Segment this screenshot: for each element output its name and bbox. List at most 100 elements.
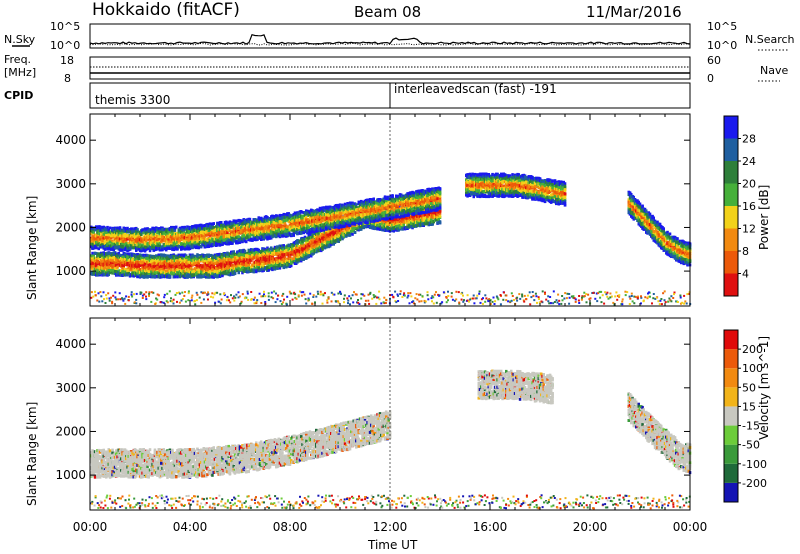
range-cell — [281, 260, 284, 264]
range-cell — [211, 270, 214, 274]
range-cell — [181, 259, 184, 263]
range-cell — [135, 255, 138, 258]
range-cell — [267, 250, 270, 254]
range-cell — [208, 261, 212, 265]
range-cell — [176, 275, 179, 279]
range-cell — [327, 243, 330, 247]
range-cell — [236, 256, 239, 259]
range-cell — [271, 262, 274, 266]
range-cell — [425, 222, 428, 226]
range-cell — [163, 260, 167, 264]
range-cell — [156, 274, 159, 278]
range-cell — [92, 265, 95, 269]
range-cell — [223, 267, 227, 271]
range-cell — [263, 254, 267, 258]
range-cell — [268, 264, 272, 268]
range-cell — [233, 260, 237, 264]
range-cell — [147, 267, 150, 271]
range-cell — [196, 265, 199, 269]
range-cell — [107, 228, 110, 232]
range-cell — [323, 233, 327, 237]
freq-frame — [89, 56, 691, 80]
beam-title: Beam 08 — [354, 3, 421, 21]
range-cell — [251, 254, 254, 258]
range-cell — [200, 272, 203, 276]
range-cell — [186, 259, 189, 263]
range-cell — [215, 259, 218, 263]
range-cell — [173, 256, 177, 260]
range-cell — [92, 254, 95, 258]
range-cell — [203, 267, 207, 271]
range-cell — [238, 249, 242, 253]
range-cell — [241, 271, 244, 275]
range-cell — [306, 255, 309, 259]
range-cell — [405, 220, 408, 224]
range-cell — [201, 253, 204, 257]
range-cell — [191, 256, 194, 260]
range-cell — [100, 245, 103, 249]
range-cell — [318, 248, 322, 252]
range-cell — [330, 236, 333, 240]
range-cell — [303, 235, 307, 239]
range-cell — [100, 243, 103, 247]
range-cell — [330, 238, 333, 242]
range-cell — [311, 247, 314, 251]
range-cell — [105, 236, 108, 240]
range-cell — [430, 221, 433, 225]
range-cell — [390, 220, 393, 224]
range-cell — [286, 262, 289, 266]
range-cell — [100, 259, 103, 263]
range-cell — [115, 229, 118, 233]
range-cell — [340, 228, 343, 232]
range-cell — [321, 245, 324, 249]
range-cell — [216, 260, 219, 264]
range-cell — [193, 267, 197, 271]
range-cell — [271, 263, 274, 267]
range-cell — [276, 253, 279, 257]
range-cell — [90, 255, 93, 259]
range-cell — [101, 234, 104, 238]
range-cell — [276, 258, 279, 262]
range-cell — [122, 255, 125, 259]
range-cell — [130, 256, 133, 260]
range-cell — [105, 228, 108, 232]
range-cell — [107, 266, 110, 270]
range-cell — [196, 254, 199, 258]
range-cell — [243, 267, 247, 271]
range-cell — [385, 228, 388, 232]
range-cell — [95, 269, 98, 273]
range-cell — [228, 258, 232, 262]
range-cell — [211, 261, 214, 265]
range-cell — [201, 270, 204, 274]
range-cell — [277, 250, 280, 254]
range-cell — [91, 251, 94, 255]
range-cell — [313, 243, 317, 247]
range-cell — [110, 268, 113, 272]
range-cell — [268, 255, 272, 259]
range-cell — [173, 271, 177, 275]
range-cell — [90, 229, 93, 233]
range-cell — [178, 255, 182, 259]
range-cell — [308, 254, 312, 258]
range-cell — [183, 274, 187, 278]
range-cell — [112, 256, 115, 260]
range-cell — [430, 223, 433, 226]
range-cell — [115, 263, 118, 267]
range-cell — [392, 229, 395, 233]
range-cell — [308, 246, 312, 250]
range-cell — [287, 243, 290, 247]
range-cell — [191, 254, 194, 258]
range-cell — [186, 256, 189, 259]
range-cell — [152, 266, 155, 270]
range-cell — [228, 261, 232, 265]
range-cell — [427, 212, 430, 216]
range-cell — [95, 270, 98, 274]
range-cell — [97, 247, 100, 251]
range-cell — [296, 249, 299, 252]
range-cell — [163, 257, 167, 261]
range-cell — [112, 268, 115, 272]
range-cell — [231, 269, 234, 273]
range-cell — [115, 231, 118, 235]
range-cell — [306, 236, 309, 240]
range-cell — [360, 226, 363, 230]
